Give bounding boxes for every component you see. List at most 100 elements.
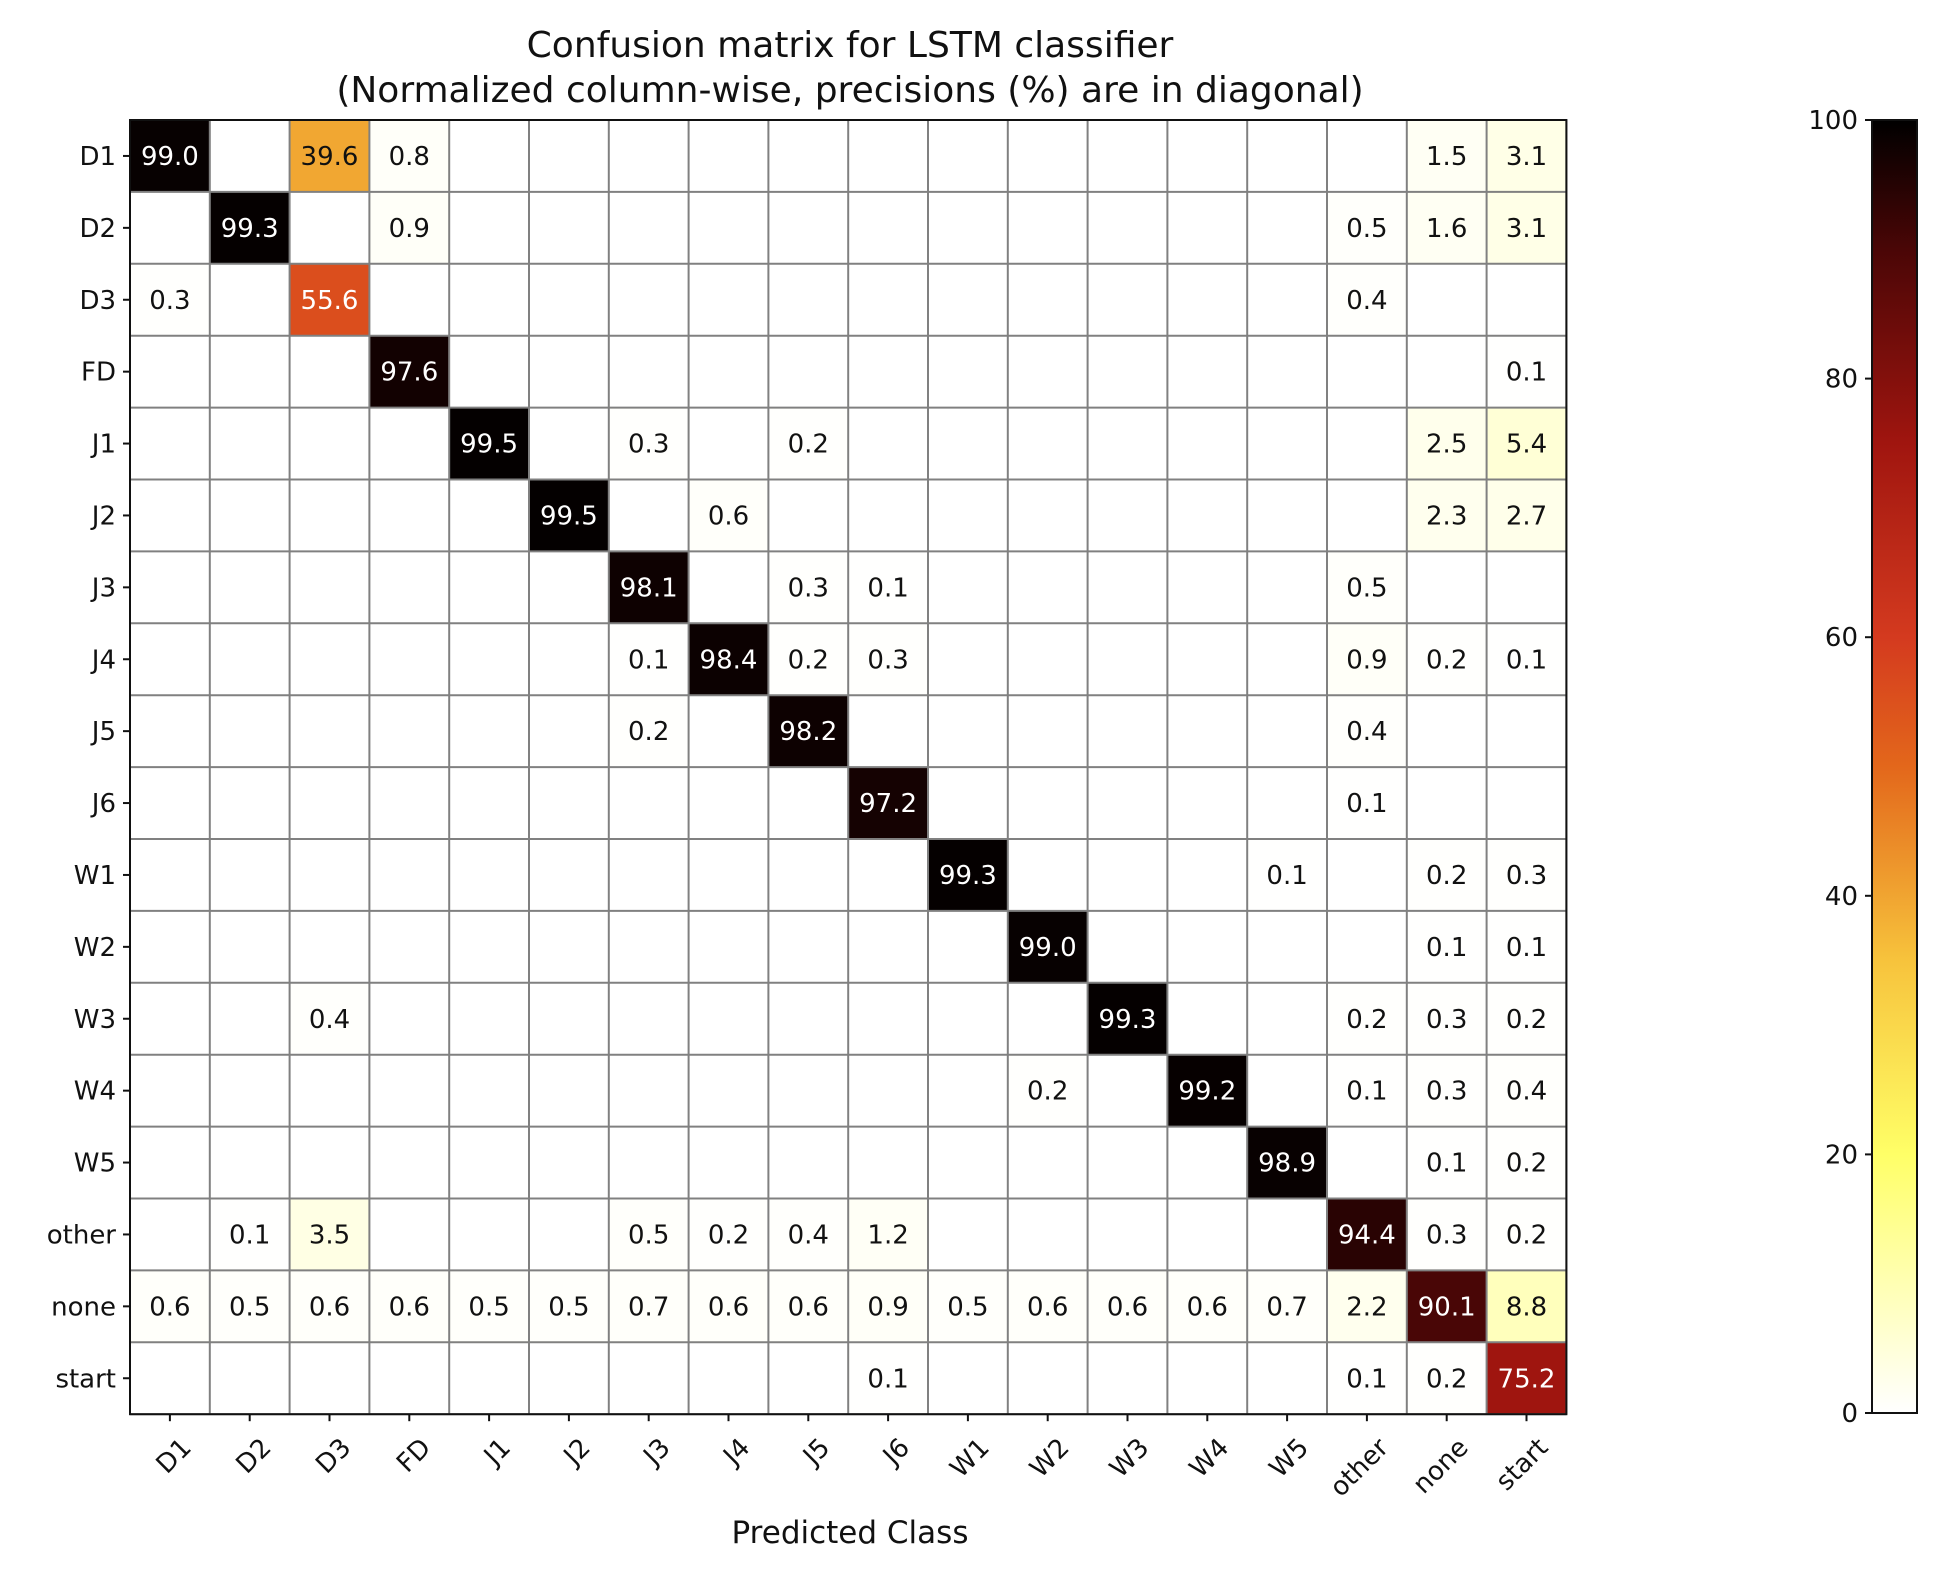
heatmap-cell: [1327, 551, 1407, 624]
x-tick-label: W4: [1184, 1433, 1235, 1484]
cell-value-label: 0.1: [1506, 645, 1547, 675]
heatmap-cell: [1327, 767, 1407, 839]
heatmap-cell: [1486, 910, 1567, 983]
cell-value-label: 0.3: [149, 286, 190, 316]
cell-value-label: 97.6: [380, 358, 438, 388]
heatmap-cell: [529, 1270, 609, 1343]
cell-value-label: 0.9: [389, 214, 430, 244]
y-tick-label: J4: [90, 645, 116, 675]
heatmap-cell: [768, 1198, 849, 1271]
cell-value-label: 99.0: [141, 142, 199, 172]
heatmap-cell: [1406, 120, 1487, 192]
heatmap-cell: [928, 1270, 1008, 1343]
cell-value-label: 0.2: [788, 430, 829, 460]
cell-value-label: 0.7: [1266, 1292, 1307, 1322]
cell-value-label: 0.2: [1346, 1005, 1387, 1035]
cell-value-label: 98.9: [1258, 1149, 1316, 1179]
heatmap-cell: [1167, 1054, 1248, 1127]
y-tick-label: J5: [90, 717, 116, 747]
heatmap-cell: [1406, 623, 1487, 696]
cell-value-label: 8.8: [1506, 1292, 1547, 1322]
heatmap-cell: [1406, 191, 1487, 264]
cell-value-label: 2.7: [1506, 501, 1547, 531]
heatmap-cell: [1486, 982, 1567, 1055]
heatmap-cell: [369, 120, 450, 192]
x-tick-label: FD: [391, 1433, 437, 1479]
cell-value-label: 1.2: [867, 1220, 908, 1250]
heatmap-cell: [768, 407, 849, 480]
heatmap-cell: [1486, 1342, 1567, 1415]
cell-value-label: 99.3: [221, 214, 279, 244]
cell-value-label: 0.2: [1506, 1149, 1547, 1179]
cell-value-label: 0.4: [1346, 286, 1387, 316]
heatmap-cell: [1406, 839, 1487, 911]
heatmap-cell: [529, 479, 609, 552]
x-tick-label: W1: [945, 1433, 996, 1484]
heatmap-cell: [1406, 407, 1487, 480]
cell-value-label: 3.5: [309, 1220, 350, 1250]
heatmap-cell: [1087, 982, 1168, 1055]
heatmap-cell: [289, 263, 370, 336]
heatmap-cell: [1327, 695, 1407, 768]
x-tick-label: J6: [876, 1433, 916, 1473]
cell-value-label: 99.5: [540, 501, 598, 531]
cell-value-label: 0.2: [708, 1220, 749, 1250]
heatmap-cell: [1486, 1270, 1567, 1343]
cell-value-label: 0.1: [867, 1364, 908, 1394]
heatmap-cell: [608, 623, 689, 696]
heatmap-cell: [768, 551, 849, 624]
cell-value-label: 98.2: [779, 717, 837, 747]
heatmap-cell: [1327, 623, 1407, 696]
cell-value-label: 0.2: [788, 645, 829, 675]
cell-value-label: 0.5: [229, 1292, 270, 1322]
heatmap-cell: [1486, 623, 1567, 696]
heatmap-cell: [768, 623, 849, 696]
heatmap-cell: [608, 1270, 689, 1343]
cell-value-label: 2.5: [1426, 430, 1467, 460]
heatmap-cell: [369, 335, 450, 408]
x-tick-label: start: [1490, 1433, 1554, 1497]
x-tick-label: other: [1325, 1433, 1395, 1503]
y-tick-label: W5: [74, 1149, 116, 1179]
heatmap-cell: [1486, 120, 1567, 192]
heatmap-cell: [1406, 1054, 1487, 1127]
y-tick-label: D2: [79, 214, 116, 244]
cell-value-label: 99.3: [1099, 1005, 1157, 1035]
y-tick-label: none: [51, 1292, 116, 1322]
heatmap-cell: [130, 120, 210, 192]
cell-value-label: 0.1: [1426, 933, 1467, 963]
x-tick-label: J3: [637, 1433, 677, 1473]
cell-value-label: 2.2: [1346, 1292, 1387, 1322]
cell-value-label: 0.2: [1506, 1005, 1547, 1035]
cell-value-label: 0.4: [1506, 1077, 1547, 1107]
heatmap-cell: [369, 1270, 450, 1343]
cell-value-label: 1.5: [1426, 142, 1467, 172]
cell-value-label: 99.2: [1178, 1077, 1236, 1107]
cell-value-label: 0.5: [468, 1292, 509, 1322]
cell-value-label: 94.4: [1338, 1220, 1396, 1250]
y-tick-label: W1: [74, 861, 116, 891]
cell-value-label: 0.2: [1426, 861, 1467, 891]
heatmap-cell: [1406, 1198, 1487, 1271]
cell-value-label: 0.6: [1027, 1292, 1068, 1322]
cell-value-label: 0.6: [389, 1292, 430, 1322]
cell-value-label: 0.1: [628, 645, 669, 675]
heatmap-cell: [130, 1270, 210, 1343]
heatmap-cell: [1007, 1054, 1088, 1127]
cell-value-label: 97.2: [859, 789, 917, 819]
heatmap-cell: [608, 695, 689, 768]
heatmap-cell: [1167, 1270, 1248, 1343]
cell-value-label: 0.1: [867, 573, 908, 603]
heatmap-cell: [1486, 1126, 1567, 1199]
heatmap-cell: [289, 120, 370, 192]
heatmap-cell: [1247, 839, 1327, 911]
heatmap-cell: [688, 1270, 769, 1343]
heatmap-cell: [1406, 1126, 1487, 1199]
heatmap-cell: [928, 839, 1008, 911]
y-tick-label: J2: [90, 501, 116, 531]
cell-value-label: 0.5: [548, 1292, 589, 1322]
cell-value-label: 0.1: [1426, 1149, 1467, 1179]
cell-value-label: 39.6: [301, 142, 359, 172]
heatmap-cell: [1486, 839, 1567, 911]
heatmap-cell: [1327, 263, 1407, 336]
